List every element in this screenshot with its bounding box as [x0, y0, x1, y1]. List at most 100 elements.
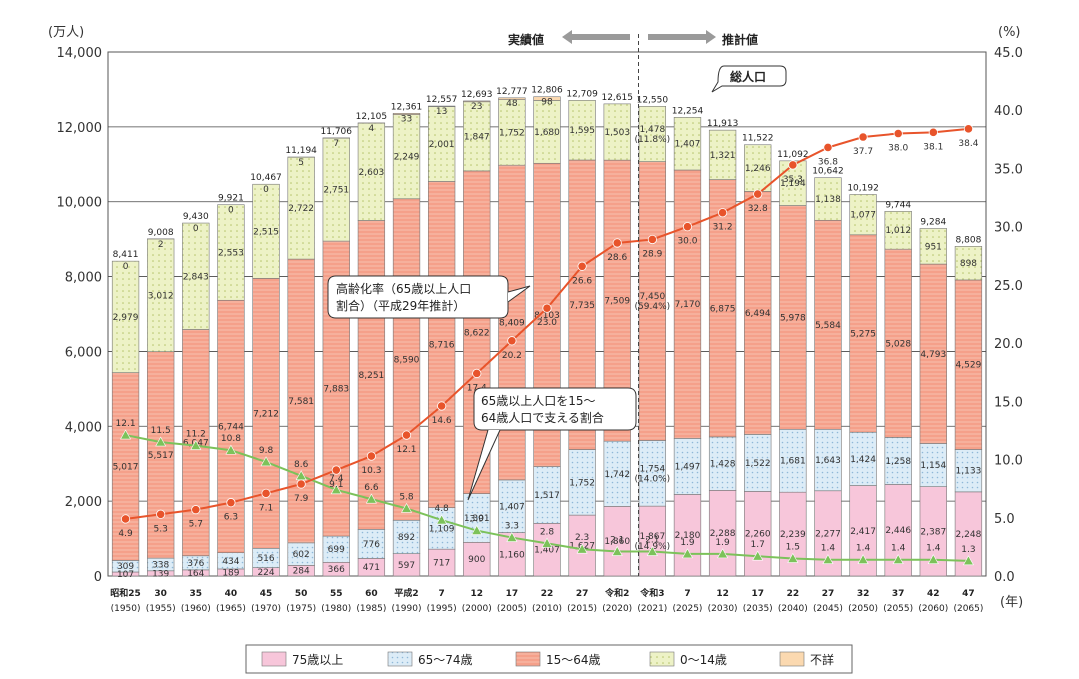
total-value-label: 12,615 — [601, 93, 633, 103]
segment-value-label: 8,251 — [359, 371, 385, 381]
support-ratio-point — [190, 439, 202, 450]
legend: 75歳以上 65〜74歳 15〜64歳 0〜14歳 不詳 — [245, 644, 853, 674]
aging-rate-value-label: 38.0 — [888, 144, 908, 154]
aging-rate-label-1: 高齢化率（65歳以上人口 — [336, 281, 471, 296]
legend-label: 75歳以上 — [292, 653, 343, 667]
segment-value-label: 1,752 — [499, 128, 525, 138]
support-ratio-value-label: 10.8 — [221, 434, 241, 444]
aging-rate-value-label: 12.1 — [396, 445, 416, 455]
bar-segment — [779, 205, 807, 430]
aging-rate-callout: 高齢化率（65歳以上人口 割合）（平成29年推計） — [327, 275, 531, 319]
support-ratio-point — [822, 554, 834, 564]
segment-value-label: 284 — [293, 567, 310, 577]
legend-label: 0〜14歳 — [680, 653, 727, 667]
bar-segment — [498, 479, 526, 533]
x-tick-era: 50 — [295, 589, 308, 599]
segment-value-label: 1,301 — [464, 514, 490, 524]
bar-segment — [849, 194, 877, 236]
support-ratio-value-label: 2.1 — [610, 536, 624, 546]
bar-segment — [638, 505, 667, 577]
segment-value-label: 224 — [257, 568, 274, 578]
y-left-tick: 4,000 — [65, 420, 102, 435]
total-value-label: 12,105 — [356, 112, 388, 122]
segment-value-label: 1,680 — [534, 128, 560, 138]
x-tick-era: 22 — [541, 589, 554, 599]
total-value-label: 12,550 — [637, 95, 669, 105]
segment-value-label: 8,103 — [534, 311, 560, 321]
segment-value-label: 6,744 — [218, 422, 244, 432]
segment-value-label: (14.0%) — [635, 474, 671, 484]
segment-value-label: 1,258 — [885, 457, 911, 467]
x-tick-year: (2055) — [883, 604, 913, 614]
x-tick-era: 27 — [822, 589, 835, 599]
segment-value-label: 2,277 — [815, 529, 841, 539]
aging-rate-point — [647, 234, 657, 245]
bar-segment — [638, 106, 667, 162]
segment-value-label: 2,515 — [253, 227, 279, 237]
bar-segment — [427, 181, 456, 508]
legend-swatch — [387, 651, 413, 667]
bar-segment — [568, 449, 596, 516]
segment-value-label: 776 — [363, 540, 380, 550]
support-ratio-value-label: 3.3 — [505, 522, 519, 532]
segment-value-label: 1,133 — [956, 467, 982, 477]
x-tick-year: (1950) — [111, 604, 141, 614]
aging-rate-point — [682, 222, 693, 232]
segment-value-label: 7,581 — [288, 397, 314, 407]
x-tick-era: 45 — [260, 589, 273, 599]
segment-value-label: 1,424 — [850, 455, 876, 465]
support-ratio-value-label: 1.4 — [821, 544, 836, 554]
segment-value-label: 5,275 — [850, 330, 876, 340]
actual-header: 実績値 — [508, 30, 630, 47]
aging-rate-point — [858, 132, 868, 142]
bar-segment — [322, 535, 350, 563]
y-right-tick: 35.0 — [994, 162, 1023, 177]
total-value-label: 11,913 — [707, 119, 739, 129]
segment-value-label: 1,428 — [710, 460, 736, 470]
bar-segment — [673, 494, 702, 577]
aging-rate-point — [226, 498, 236, 508]
x-tick-era: 令和2 — [604, 587, 629, 599]
bar-segment — [182, 222, 210, 330]
segment-value-label: 597 — [398, 561, 415, 571]
segment-value-label: 2,417 — [850, 527, 876, 537]
legend-swatch — [649, 651, 675, 667]
total-value-label: 8,411 — [113, 250, 139, 260]
bar-segment — [919, 443, 947, 487]
total-value-label: 11,194 — [285, 146, 317, 156]
segment-value-label: 1,478 — [639, 125, 665, 135]
segment-value-label: 2,722 — [288, 204, 314, 214]
x-tick-era: 12 — [470, 589, 483, 599]
aging-rate-point — [296, 479, 306, 489]
total-value-label: 12,361 — [391, 102, 423, 112]
aging-rate-value-label: 37.7 — [853, 147, 873, 157]
aging-rate-value-label: 4.9 — [118, 529, 133, 539]
segment-value-label: 2,387 — [920, 527, 946, 537]
segment-value-label: 1,321 — [710, 151, 736, 161]
x-tick-year: (1990) — [392, 604, 422, 614]
segment-value-label: 5,978 — [780, 313, 806, 323]
aging-rate-point — [261, 488, 271, 498]
x-axis: 昭和25 (1950) 30 (1955) 35 (1960) 40 (1965) 45 (197… — [110, 587, 983, 614]
x-tick-era: 35 — [190, 589, 203, 599]
segment-value-label: 2,180 — [675, 531, 701, 541]
bar-segment — [884, 210, 912, 250]
unknown-value-label: 4 — [369, 124, 375, 134]
aging-rate-value-label: 9.1 — [329, 480, 343, 490]
x-tick-year: (2021) — [637, 604, 667, 614]
total-value-label: 11,092 — [777, 150, 809, 160]
segment-value-label: 8,590 — [394, 356, 420, 366]
unknown-value-label: 2 — [158, 240, 164, 250]
support-ratio-point — [576, 543, 588, 554]
support-ratio-value-label: 2.1 — [645, 536, 659, 546]
support-ratio-value-label: 7.4 — [329, 474, 344, 484]
aging-rate-value-label: 6.3 — [224, 513, 238, 523]
x-tick-year: (1980) — [321, 604, 351, 614]
aging-rate-value-label: 5.3 — [154, 524, 168, 534]
right-arrow-icon — [648, 30, 716, 44]
x-tick-era: 17 — [751, 589, 764, 599]
support-ratio-value-label: 12.1 — [116, 419, 136, 429]
total-value-label: 12,254 — [672, 106, 704, 116]
total-value-label: 9,284 — [920, 217, 946, 227]
support-ratio-point — [717, 548, 729, 559]
